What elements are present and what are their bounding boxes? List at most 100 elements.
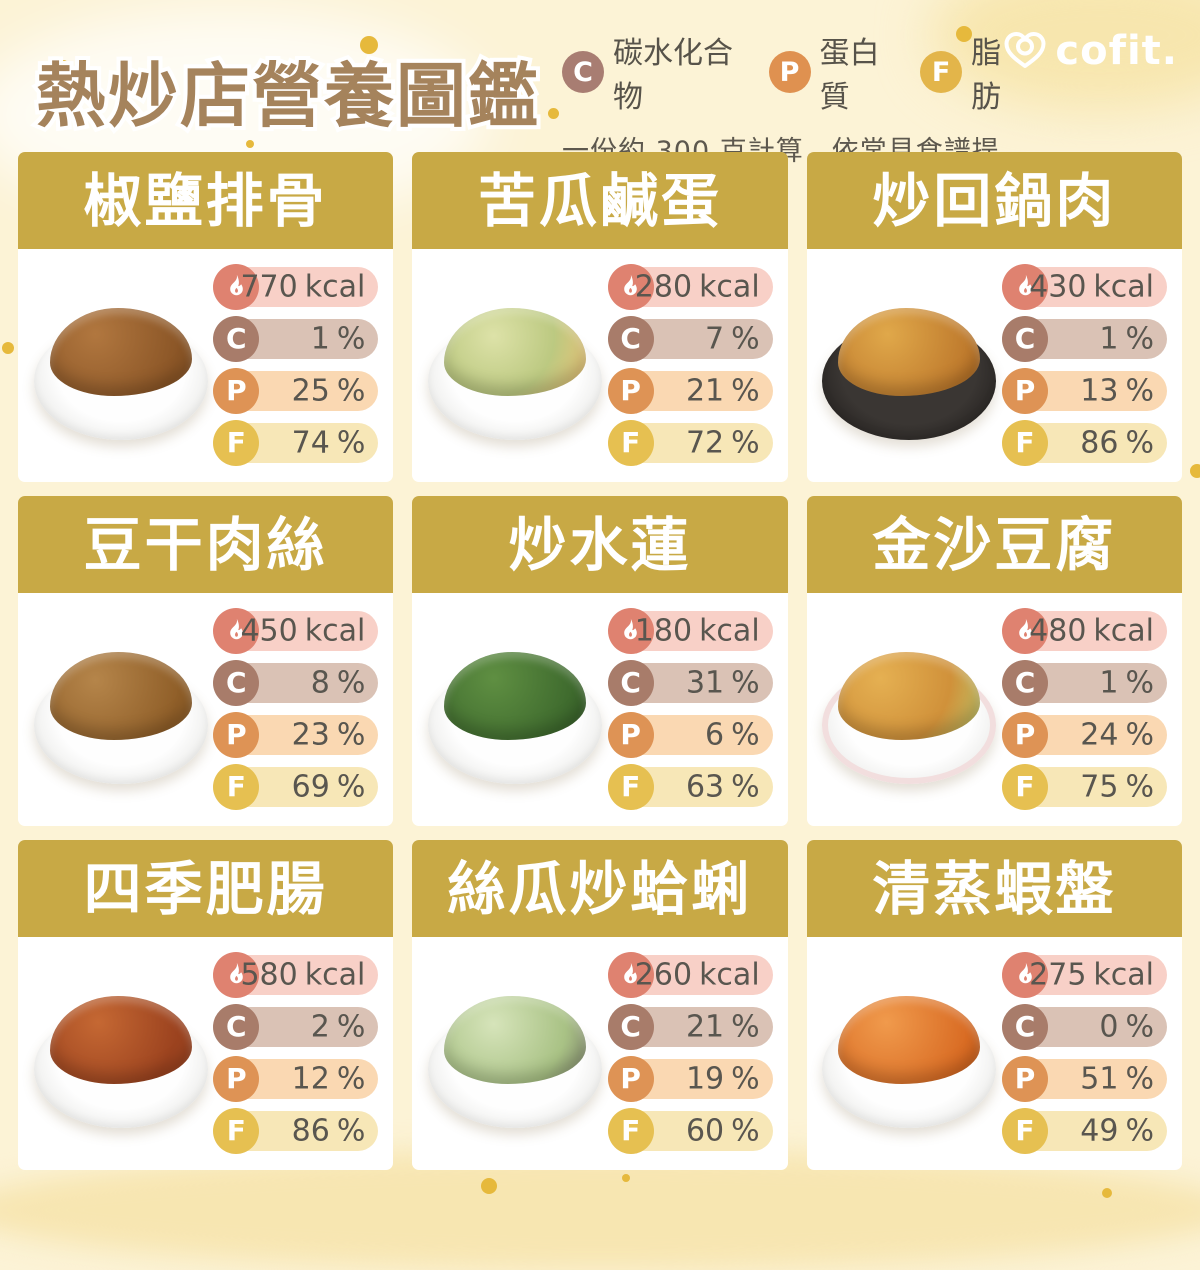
calorie-value: 275 kcal	[1029, 957, 1154, 992]
dish-photo	[815, 607, 1004, 810]
dish-header: 豆干肉絲	[18, 496, 394, 593]
dish-name: 苦瓜鹹蛋	[477, 166, 722, 235]
percent-sign: %	[731, 1061, 760, 1096]
nutrition-stats: 480 kcal C 1% P 24% F 75%	[1002, 607, 1169, 810]
flame-icon	[213, 607, 260, 654]
calorie-value: 480 kcal	[1029, 613, 1154, 648]
dish-card-1: 椒鹽排骨 770 kcal C 1% P 25%	[18, 152, 394, 482]
calorie-row: 180 kcal	[607, 607, 773, 654]
dish-name: 四季肥腸	[83, 854, 328, 923]
dish-header: 椒鹽排骨	[18, 152, 394, 249]
legend-item-fat: F 脂肪	[920, 28, 1022, 116]
fat-value: 69%	[292, 769, 366, 804]
decor-dot	[246, 140, 254, 148]
carb-value: 7%	[705, 321, 760, 356]
protein-icon: P	[1002, 711, 1048, 758]
carb-number: 1	[1099, 321, 1119, 356]
food	[49, 308, 192, 397]
dish-grid: 椒鹽排骨 770 kcal C 1% P 25%	[18, 152, 1182, 1170]
percent-sign: %	[1125, 321, 1154, 356]
decor-dot	[1190, 464, 1200, 478]
dish-card-4: 豆干肉絲 450 kcal C 8% P 23%	[18, 496, 394, 826]
protein-row: P 21%	[607, 367, 773, 414]
percent-sign: %	[1125, 1009, 1154, 1044]
legend-item-protein: P 蛋白質	[768, 28, 898, 116]
protein-icon: P	[607, 367, 654, 414]
dish-name: 絲瓜炒蛤蜊	[447, 854, 753, 923]
dish-card-5: 炒水蓮 180 kcal C 31% P 6%	[412, 496, 788, 826]
calorie-value: 180 kcal	[635, 613, 760, 648]
calorie-value: 430 kcal	[1029, 269, 1154, 304]
carb-row: C 1%	[1002, 659, 1167, 706]
carb-row: C 8%	[213, 659, 379, 706]
carb-icon: C	[213, 659, 260, 706]
fat-icon: F	[920, 51, 963, 93]
dish-photo	[815, 263, 1004, 466]
protein-row: P 12%	[213, 1055, 379, 1102]
percent-sign: %	[336, 665, 366, 700]
carb-number: 7	[705, 321, 725, 356]
protein-icon: P	[213, 711, 260, 758]
carb-number: 1	[310, 321, 330, 356]
fat-row: F 69%	[213, 763, 379, 810]
dish-header: 清蒸蝦盤	[806, 840, 1182, 937]
flame-icon	[607, 607, 654, 654]
protein-number: 19	[685, 1061, 725, 1096]
food	[838, 308, 981, 397]
percent-sign: %	[731, 769, 760, 804]
dish-name: 炒水蓮	[508, 510, 692, 579]
calorie-unit: kcal	[1093, 957, 1154, 992]
nutrition-stats: 580 kcal C 2% P 12% F 86%	[213, 951, 380, 1154]
macro-legend: C 碳水化合物 P 蛋白質 F 脂肪	[562, 28, 1022, 116]
brand-logo: cofit.	[1001, 28, 1178, 74]
legend-item-carb: C 碳水化合物	[562, 28, 747, 116]
percent-sign: %	[1125, 1113, 1154, 1148]
nutrition-stats: 450 kcal C 8% P 23% F 69%	[213, 607, 380, 810]
carb-icon: C	[607, 659, 654, 706]
page-title: 熱炒店營養圖鑑	[32, 51, 542, 141]
dish-body: 770 kcal C 1% P 25% F 74%	[18, 249, 393, 482]
fat-icon: F	[607, 763, 654, 810]
fat-number: 86	[1080, 425, 1119, 460]
percent-sign: %	[336, 1113, 366, 1148]
decor-dot	[2, 342, 14, 354]
fat-icon: F	[607, 419, 654, 466]
decor-dot	[481, 1178, 497, 1194]
protein-icon: P	[1002, 1055, 1048, 1102]
fat-value: 75%	[1080, 769, 1154, 804]
decor-dot	[622, 1174, 630, 1182]
dish-body: 580 kcal C 2% P 12% F 86%	[18, 937, 393, 1170]
fat-icon: F	[1002, 1107, 1048, 1154]
carb-icon: C	[1002, 1003, 1048, 1050]
protein-row: P 23%	[213, 711, 379, 758]
brand-name: cofit.	[1055, 28, 1178, 74]
calorie-unit: kcal	[304, 957, 366, 992]
percent-sign: %	[731, 321, 760, 356]
flame-icon	[213, 951, 260, 998]
percent-sign: %	[731, 665, 760, 700]
calorie-number: 480	[1029, 613, 1087, 648]
calorie-value: 580 kcal	[240, 957, 365, 992]
percent-sign: %	[336, 1061, 366, 1096]
percent-sign: %	[731, 1113, 760, 1148]
protein-value: 19%	[686, 1061, 760, 1096]
protein-row: P 24%	[1002, 711, 1167, 758]
protein-row: P 6%	[607, 711, 773, 758]
percent-sign: %	[731, 717, 760, 752]
percent-sign: %	[731, 1009, 760, 1044]
calorie-value: 770 kcal	[240, 269, 365, 304]
page-header: 熱炒店營養圖鑑 C 碳水化合物 P 蛋白質 F 脂肪 一份約 300 克計算，依…	[0, 0, 1200, 235]
calorie-row: 450 kcal	[213, 607, 379, 654]
calorie-unit: kcal	[1093, 269, 1154, 304]
fat-number: 86	[291, 1113, 330, 1148]
protein-value: 24%	[1080, 717, 1154, 752]
food	[49, 996, 192, 1085]
fat-number: 72	[685, 425, 725, 460]
fat-row: F 63%	[607, 763, 773, 810]
carb-row: C 1%	[1002, 315, 1167, 362]
dish-photo	[26, 263, 215, 466]
nutrition-stats: 770 kcal C 1% P 25% F 74%	[213, 263, 380, 466]
food	[838, 652, 981, 741]
protein-icon: P	[1002, 367, 1048, 414]
protein-icon: P	[607, 1055, 654, 1102]
